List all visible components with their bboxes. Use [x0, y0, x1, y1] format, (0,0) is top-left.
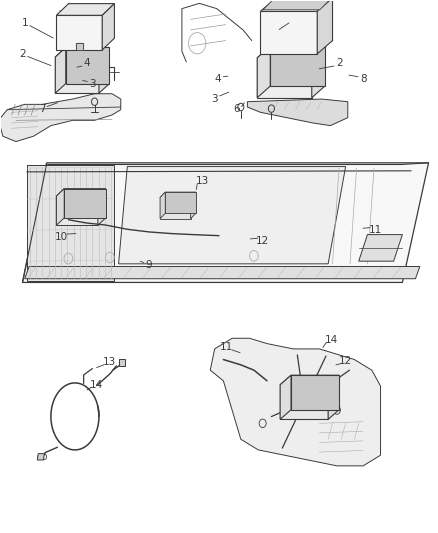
Polygon shape: [261, 0, 332, 11]
Polygon shape: [261, 11, 317, 54]
Text: 9: 9: [146, 261, 152, 270]
Polygon shape: [37, 454, 44, 460]
Polygon shape: [270, 46, 325, 86]
Text: 11: 11: [369, 225, 382, 236]
Polygon shape: [257, 58, 312, 98]
Polygon shape: [191, 192, 196, 219]
Polygon shape: [57, 15, 102, 50]
Text: 12: 12: [256, 236, 269, 246]
Text: 14: 14: [90, 379, 103, 390]
Polygon shape: [55, 47, 110, 57]
Polygon shape: [119, 359, 125, 366]
Polygon shape: [102, 4, 114, 50]
Polygon shape: [57, 4, 114, 15]
Text: 8: 8: [360, 75, 367, 84]
Polygon shape: [0, 94, 121, 142]
Text: 7: 7: [39, 104, 46, 114]
Text: 3: 3: [89, 79, 95, 89]
Polygon shape: [160, 192, 165, 219]
Polygon shape: [160, 197, 191, 219]
Text: 2: 2: [19, 49, 26, 59]
Polygon shape: [317, 0, 332, 54]
Text: 13: 13: [196, 176, 209, 187]
Text: 13: 13: [102, 357, 116, 367]
Polygon shape: [64, 189, 106, 218]
Text: 10: 10: [55, 232, 68, 242]
Polygon shape: [98, 189, 106, 225]
Polygon shape: [210, 338, 381, 466]
Polygon shape: [280, 375, 291, 419]
Polygon shape: [359, 235, 403, 261]
Text: 4: 4: [215, 75, 222, 84]
Circle shape: [81, 46, 89, 55]
Polygon shape: [55, 47, 66, 93]
Polygon shape: [328, 375, 339, 419]
Polygon shape: [66, 47, 110, 84]
Text: 5: 5: [291, 15, 297, 26]
Polygon shape: [312, 46, 325, 98]
Polygon shape: [57, 189, 106, 196]
Text: 11: 11: [220, 342, 233, 352]
Text: 6: 6: [233, 104, 240, 114]
Polygon shape: [76, 44, 83, 50]
Polygon shape: [160, 192, 196, 197]
Polygon shape: [57, 189, 64, 225]
Polygon shape: [25, 266, 420, 279]
Polygon shape: [257, 46, 325, 58]
Polygon shape: [57, 196, 98, 225]
Polygon shape: [27, 165, 114, 281]
Polygon shape: [55, 57, 99, 93]
Text: 4: 4: [84, 59, 91, 68]
Polygon shape: [280, 375, 339, 385]
Polygon shape: [257, 46, 270, 98]
Text: 3: 3: [211, 93, 218, 103]
Polygon shape: [165, 192, 196, 213]
Polygon shape: [263, 0, 330, 10]
Polygon shape: [99, 47, 110, 93]
Polygon shape: [247, 99, 348, 126]
Text: 14: 14: [325, 335, 338, 345]
Text: 1: 1: [21, 18, 28, 28]
Polygon shape: [22, 163, 428, 282]
Text: 12: 12: [339, 356, 352, 366]
Polygon shape: [119, 166, 346, 264]
Polygon shape: [291, 375, 339, 410]
Circle shape: [65, 46, 73, 55]
Text: 2: 2: [336, 59, 343, 68]
Polygon shape: [280, 385, 328, 419]
